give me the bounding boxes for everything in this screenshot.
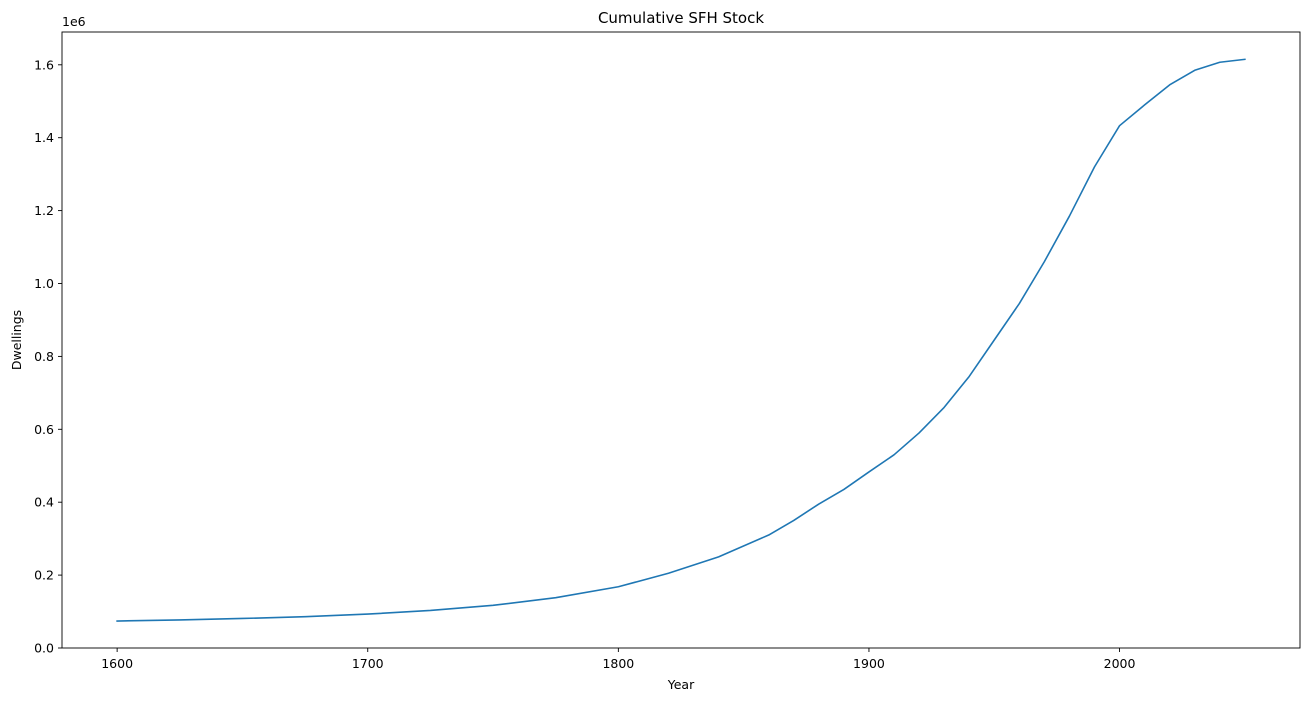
y-tick-label: 1.2 (34, 203, 54, 218)
y-tick-label: 0.8 (34, 349, 54, 364)
y-tick-label: 0.6 (34, 422, 54, 437)
y-tick-label: 1.0 (34, 276, 54, 291)
x-tick-label: 1700 (352, 656, 384, 671)
plot-area (116, 58, 1246, 622)
y-tick-label: 1.4 (34, 130, 54, 145)
chart-title: Cumulative SFH Stock (598, 9, 764, 27)
axes-frame (61, 31, 1301, 649)
x-tick-label: 1800 (602, 656, 634, 671)
y-tick-label: 0.4 (34, 495, 54, 510)
series-line (116, 58, 1246, 622)
y-tick-label: 0.2 (34, 568, 54, 583)
x-axis-label: Year (667, 677, 695, 692)
x-tick-label: 2000 (1104, 656, 1136, 671)
y-axis-offset-label: 1e6 (62, 14, 86, 29)
y-axis-ticks: 0.0 0.2 0.4 0.6 0.8 1.0 1.2 1.4 1.6 (34, 57, 62, 656)
x-tick-label: 1600 (101, 656, 133, 671)
y-tick-label: 0.0 (34, 641, 54, 656)
x-axis-ticks: 1600 1700 1800 1900 2000 (101, 648, 1136, 671)
y-tick-label: 1.6 (34, 57, 54, 72)
y-axis-label: Dwellings (9, 310, 24, 370)
x-tick-label: 1900 (853, 656, 885, 671)
